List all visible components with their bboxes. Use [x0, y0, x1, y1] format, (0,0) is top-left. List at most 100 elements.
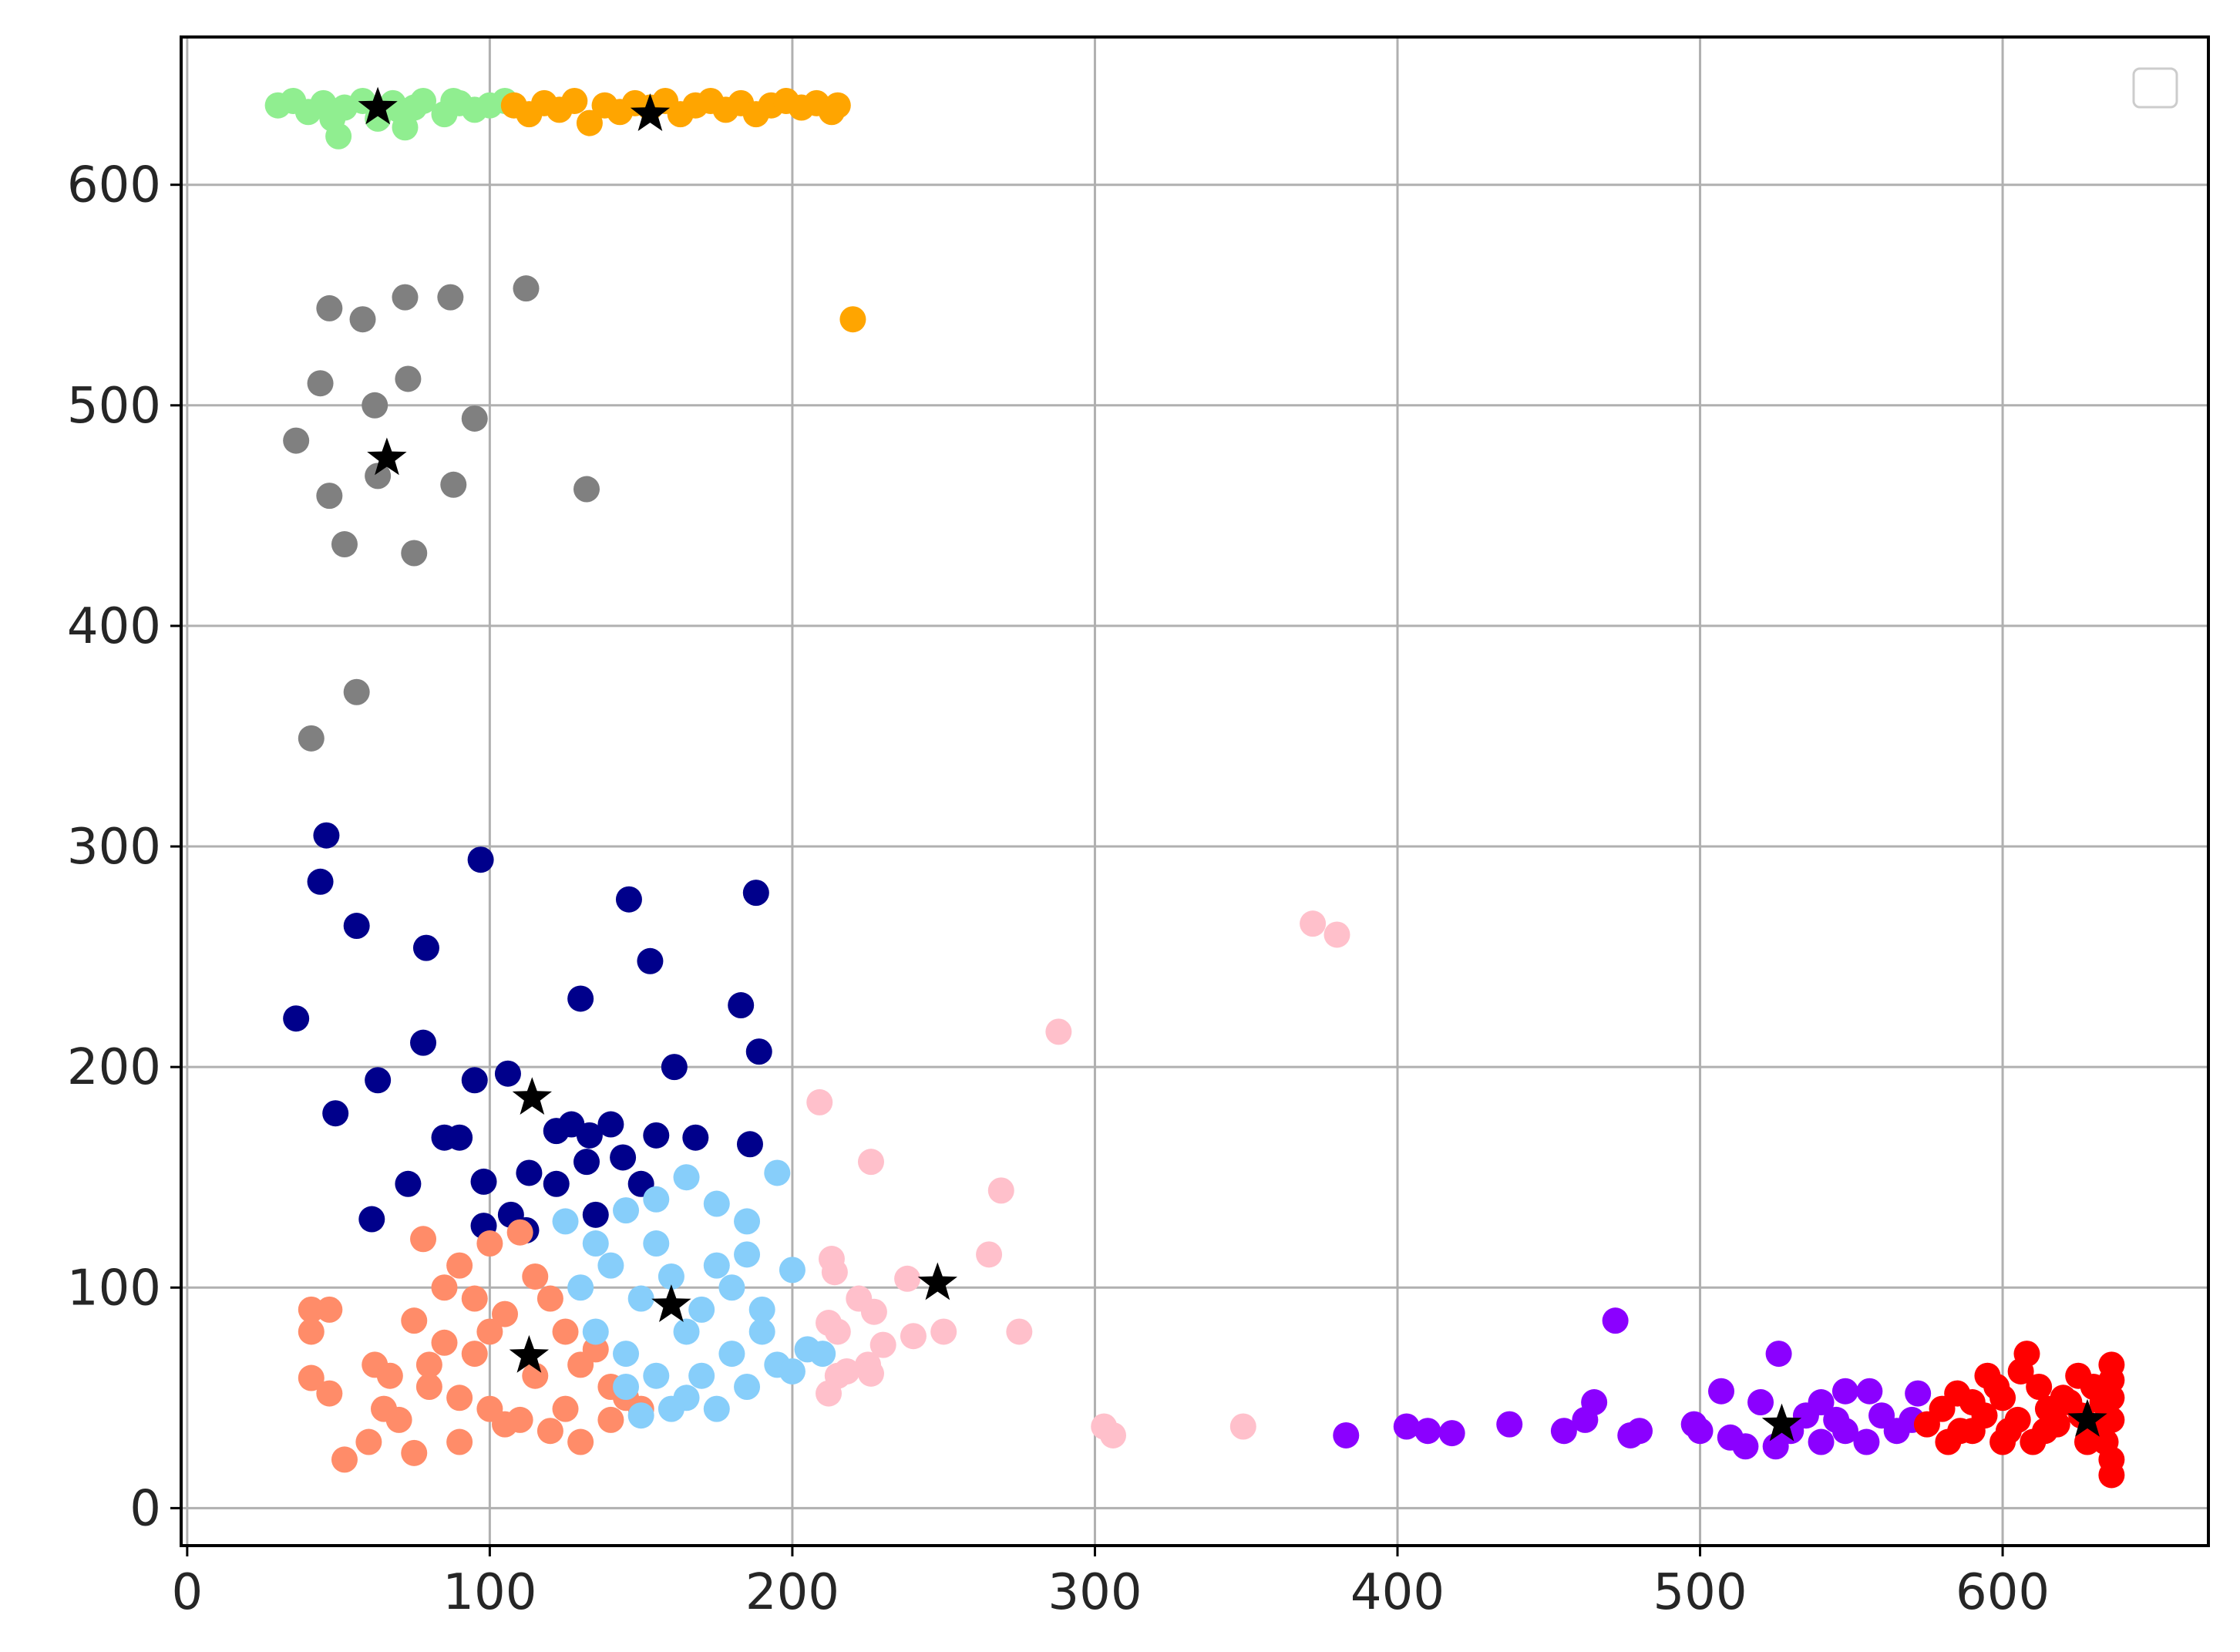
- data-point: [440, 87, 467, 114]
- data-point: [764, 1159, 791, 1186]
- y-tick-label: 200: [67, 1039, 161, 1096]
- series-2: [283, 275, 600, 752]
- data-point: [567, 1428, 594, 1455]
- data-point: [573, 1149, 600, 1176]
- data-point: [1300, 910, 1327, 937]
- data-point: [522, 1362, 549, 1389]
- data-point: [349, 306, 376, 333]
- data-point: [1438, 1420, 1465, 1447]
- data-point: [298, 1364, 325, 1391]
- data-point: [576, 1122, 603, 1149]
- grid-lines: [181, 37, 2208, 1546]
- y-tick-label: 500: [67, 378, 161, 435]
- data-point: [857, 1149, 884, 1176]
- data-point: [869, 1331, 896, 1358]
- data-point: [1959, 1389, 1986, 1416]
- data-point: [1393, 1413, 1420, 1440]
- data-point: [582, 1230, 609, 1257]
- data-point: [319, 105, 346, 132]
- data-point: [582, 1318, 609, 1345]
- data-point: [728, 992, 755, 1019]
- data-point: [410, 1226, 437, 1253]
- data-point: [734, 1241, 761, 1268]
- data-point: [2098, 1406, 2125, 1433]
- data-points: [264, 87, 2125, 1489]
- data-point: [597, 1406, 624, 1433]
- centroid-star: [358, 86, 398, 125]
- data-point: [567, 985, 594, 1012]
- data-point: [2026, 1374, 2053, 1400]
- data-point: [1617, 1422, 1644, 1448]
- data-point: [824, 92, 851, 119]
- data-point: [673, 1164, 700, 1191]
- data-point: [298, 725, 325, 752]
- data-point: [1831, 1378, 1858, 1405]
- centroid-star: [1761, 1403, 1802, 1442]
- data-point: [860, 1298, 887, 1325]
- data-point: [661, 1054, 688, 1081]
- y-axis-ticks: 0 100 200 300 400 500 600: [67, 157, 181, 1537]
- data-point: [658, 1263, 684, 1290]
- data-point: [431, 1329, 458, 1356]
- data-point: [552, 1318, 579, 1345]
- data-point: [816, 1380, 843, 1407]
- data-point: [476, 1318, 503, 1345]
- data-point: [415, 1351, 442, 1378]
- data-point: [376, 1362, 403, 1389]
- data-point: [1708, 1378, 1735, 1405]
- data-point: [1323, 921, 1350, 948]
- data-point: [597, 1111, 624, 1138]
- centroid-star: [917, 1262, 957, 1300]
- data-point: [748, 1318, 775, 1345]
- x-tick-label: 200: [745, 1564, 839, 1621]
- data-point: [494, 1060, 521, 1087]
- data-point: [821, 1259, 848, 1286]
- data-point: [658, 1395, 684, 1422]
- data-point: [779, 1257, 806, 1284]
- x-tick-label: 0: [171, 1564, 203, 1621]
- data-point: [673, 1318, 700, 1345]
- data-point: [597, 1252, 624, 1279]
- data-point: [736, 1131, 763, 1158]
- data-point: [613, 1341, 640, 1368]
- data-point: [1747, 1389, 1774, 1416]
- data-point: [839, 306, 866, 333]
- centroid-star: [512, 1077, 552, 1115]
- data-point: [415, 1374, 442, 1400]
- data-point: [401, 1439, 428, 1466]
- data-point: [2098, 1462, 2125, 1489]
- data-point: [900, 1323, 927, 1350]
- y-tick-label: 0: [129, 1480, 161, 1537]
- data-point: [2056, 1389, 2083, 1416]
- data-point: [358, 1206, 385, 1233]
- data-point: [307, 868, 334, 895]
- data-point: [824, 1318, 851, 1345]
- data-point: [1792, 1402, 1819, 1429]
- data-point: [703, 1395, 730, 1422]
- data-point: [718, 1274, 745, 1301]
- y-tick-label: 300: [67, 819, 161, 876]
- data-point: [440, 471, 467, 498]
- data-point: [365, 1067, 392, 1094]
- data-point: [410, 1029, 437, 1056]
- data-point: [313, 822, 340, 849]
- data-point: [567, 1274, 594, 1301]
- centroid-star: [509, 1334, 550, 1373]
- data-point: [322, 1100, 349, 1127]
- data-point: [2032, 1418, 2059, 1445]
- data-point: [688, 1362, 715, 1389]
- data-point: [627, 1402, 654, 1429]
- data-point: [703, 1190, 730, 1217]
- x-tick-label: 600: [1956, 1564, 2050, 1621]
- x-axis-ticks: 0 100 200 300 400 500 600: [171, 1546, 2050, 1621]
- data-point: [331, 531, 358, 558]
- series-5: [552, 1159, 836, 1429]
- data-point: [613, 1374, 640, 1400]
- data-point: [613, 1197, 640, 1224]
- series-6: [806, 910, 1350, 1448]
- data-point: [637, 947, 664, 974]
- data-point: [748, 1296, 775, 1323]
- data-point: [1868, 1402, 1895, 1429]
- data-point: [1853, 1428, 1880, 1455]
